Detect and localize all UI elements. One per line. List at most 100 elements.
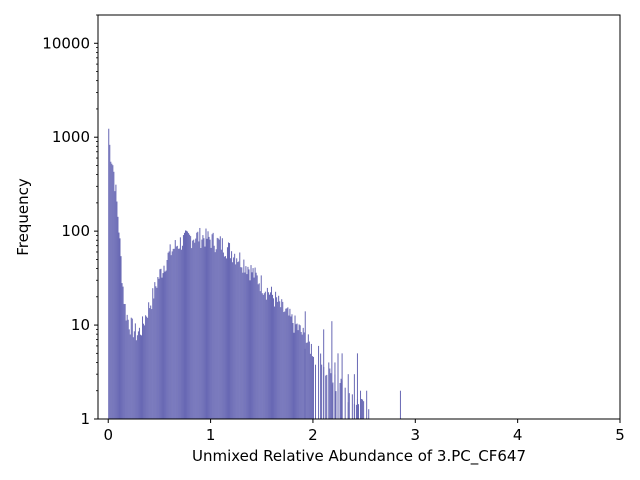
histogram-bar [303, 332, 305, 419]
histogram-bar [117, 216, 119, 419]
histogram-bar [291, 314, 293, 419]
histogram-bar [234, 253, 236, 419]
y-axis: 1 10 100 1000 10000 [42, 14, 98, 428]
histogram-bar [118, 232, 120, 419]
histogram-bar [246, 274, 248, 419]
histogram-bar [176, 245, 178, 419]
histogram-bar [293, 332, 295, 419]
histogram-bar [160, 268, 162, 419]
histogram-bar [255, 272, 257, 419]
histogram-bar [222, 252, 224, 419]
histogram-bar [314, 364, 317, 419]
histogram-bar [276, 297, 278, 419]
histogram-bar [197, 231, 199, 419]
histogram-bar [268, 294, 270, 419]
histogram-bar [130, 317, 132, 419]
histogram-bar [216, 237, 218, 419]
histogram-bar [162, 273, 164, 419]
histogram-bar [298, 324, 300, 419]
histogram-bar [138, 327, 140, 419]
histogram-bar [150, 305, 152, 419]
histogram-bar [265, 299, 267, 419]
x-tick-label: 2 [308, 426, 318, 444]
histogram-bar [206, 238, 208, 419]
histogram-bar [129, 334, 131, 419]
histogram-bar [210, 247, 212, 419]
histogram-bar [224, 256, 226, 419]
histogram-bar [151, 309, 153, 419]
histogram-bar [351, 394, 353, 419]
histogram-bar [190, 236, 192, 419]
histogram-bar [295, 324, 297, 419]
histogram-bar [221, 238, 223, 419]
histogram-bar [251, 272, 253, 419]
histogram-bar [288, 315, 290, 419]
histogram-bar [261, 293, 263, 419]
histogram-bar [230, 258, 232, 419]
histogram-bar [223, 256, 225, 419]
x-tick-label: 4 [513, 426, 523, 444]
histogram-bar [195, 238, 197, 419]
y-axis-label: Frequency [14, 178, 32, 256]
histogram-bar [279, 301, 281, 419]
histogram-bar [329, 368, 331, 419]
histogram-bar [325, 375, 327, 419]
histogram-bar [115, 184, 117, 419]
histogram-bar [170, 255, 172, 419]
histogram-bar [302, 327, 304, 419]
histogram-bar [159, 269, 161, 419]
y-tick-label: 100 [61, 222, 90, 240]
histogram-bar [249, 280, 251, 419]
histogram-bar [258, 283, 260, 419]
histogram-bar [307, 334, 309, 419]
histogram-bar [148, 302, 150, 419]
histogram-bar [168, 251, 170, 419]
histogram-bar [247, 266, 249, 419]
histogram-bar [108, 128, 110, 420]
histogram-bar [237, 262, 239, 419]
histogram-bar [236, 258, 238, 419]
histogram-bar [321, 364, 323, 419]
histogram-bar [238, 261, 240, 419]
histogram-bar [357, 404, 359, 419]
histogram-bar [305, 342, 307, 419]
histogram-bar [179, 237, 181, 419]
histogram-bar [332, 382, 334, 419]
histogram-bar [212, 232, 214, 419]
histogram-bar [134, 323, 136, 419]
histogram-bar [233, 257, 235, 419]
histogram-bar [214, 252, 216, 419]
histogram-bar [231, 251, 233, 419]
histogram-bar [318, 345, 320, 419]
histogram-bar [262, 294, 264, 419]
histogram-bar [312, 356, 314, 419]
histogram-bar [167, 252, 169, 419]
histogram-bar [204, 246, 206, 419]
histogram-bars [108, 128, 401, 420]
x-tick-label: 0 [103, 426, 113, 444]
histogram-bar [217, 238, 219, 419]
histogram-bar [143, 323, 145, 419]
histogram-bar [153, 298, 155, 419]
histogram-bar [156, 287, 158, 419]
histogram-bar [300, 332, 302, 419]
histogram-bar [363, 401, 365, 419]
histogram-bar [113, 171, 115, 419]
histogram-bar [243, 259, 245, 419]
histogram-bar [240, 267, 242, 419]
histogram-bar [311, 356, 313, 419]
histogram-bar [297, 330, 299, 419]
histogram-bar [164, 271, 166, 419]
histogram-bar [356, 353, 358, 419]
histogram-bar [173, 248, 175, 419]
histogram-bar [304, 311, 306, 419]
histogram-bar [174, 240, 176, 419]
histogram-bar [211, 234, 213, 419]
histogram-bar [186, 230, 188, 419]
histogram-bar [245, 266, 247, 419]
histogram-bar [123, 303, 125, 419]
histogram-bar [310, 343, 312, 419]
histogram-bar [287, 307, 289, 419]
histogram-bar [194, 242, 196, 419]
